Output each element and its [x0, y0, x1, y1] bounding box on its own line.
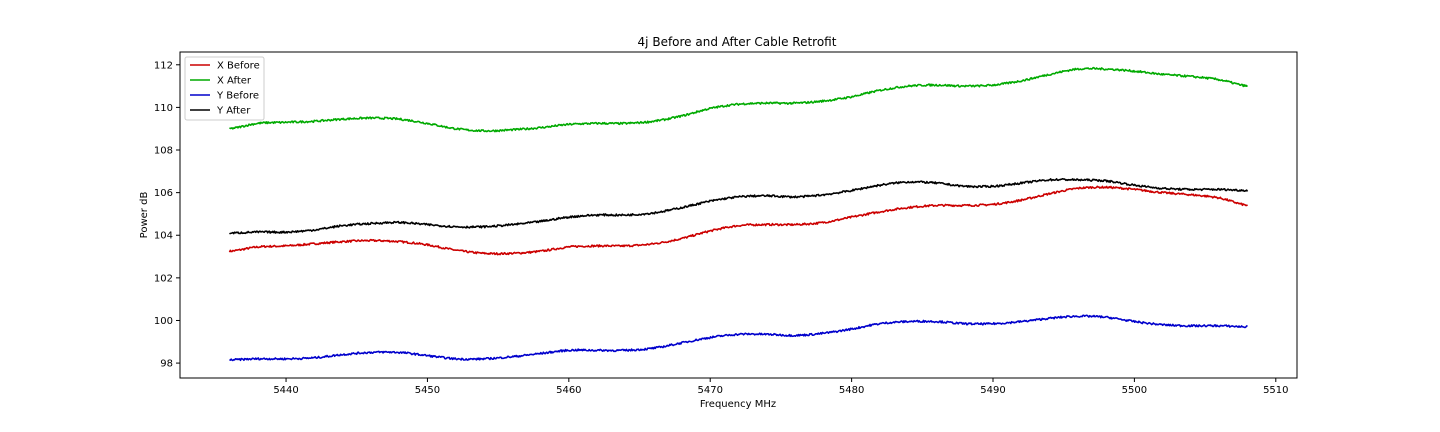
legend-label-x-after: X After [217, 76, 252, 87]
legend-label-y-after: Y After [216, 106, 251, 117]
x-tick-label: 5450 [415, 385, 440, 396]
x-axis: 5440 5450 5460 5470 5480 5490 5500 5510 [273, 378, 1289, 396]
legend-label-y-before: Y Before [216, 91, 259, 102]
y-tick-label: 108 [154, 146, 173, 157]
y-tick-label: 110 [154, 103, 173, 114]
x-tick-label: 5470 [697, 385, 722, 396]
y-tick-label: 100 [154, 316, 173, 327]
plot-frame [179, 51, 1298, 379]
legend: X Before X After Y Before Y After [184, 56, 265, 121]
x-tick-label: 5480 [839, 385, 864, 396]
x-tick-label: 5440 [273, 385, 298, 396]
y-axis: 98 100 102 104 106 108 110 112 [154, 60, 180, 370]
y-tick-label: 112 [154, 60, 173, 71]
series-lines [228, 66, 1249, 362]
x-axis-label: Frequency MHz [700, 399, 776, 410]
x-tick-label: 5500 [1122, 385, 1147, 396]
y-tick-label: 102 [154, 273, 173, 284]
x-tick-label: 5490 [980, 385, 1005, 396]
plot-area [179, 51, 1298, 379]
y-tick-label: 104 [154, 231, 173, 242]
y-tick-label: 106 [154, 188, 173, 199]
series-line-x-after [229, 66, 1249, 133]
chart-title: 4j Before and After Cable Retrofit [638, 35, 837, 49]
x-tick-label: 5510 [1263, 385, 1288, 396]
series-line-y-before [229, 314, 1248, 362]
legend-box [184, 56, 265, 121]
x-tick-label: 5460 [556, 385, 581, 396]
legend-label-x-before: X Before [217, 61, 260, 72]
series-line-x-before [228, 185, 1248, 256]
series-line-y-after [229, 177, 1249, 235]
y-tick-label: 98 [160, 359, 173, 370]
y-axis-label: Power dB [139, 192, 150, 239]
